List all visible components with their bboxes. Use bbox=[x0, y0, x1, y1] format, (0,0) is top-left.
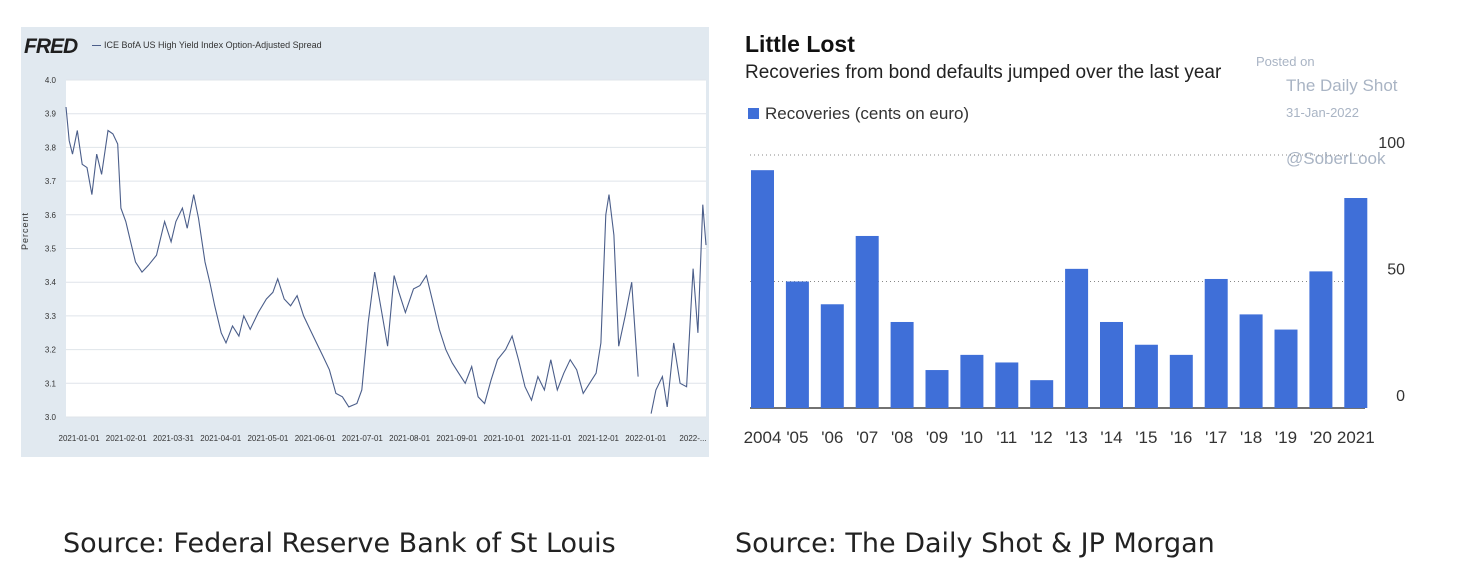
fred-x-tick-label: 2021-02-01 bbox=[106, 434, 147, 443]
bar-08 bbox=[890, 321, 914, 408]
bar-category-label: '11 bbox=[996, 428, 1017, 447]
watermark-site: The Daily Shot bbox=[1286, 76, 1398, 95]
bar-y-tick-label: 0 bbox=[1396, 388, 1405, 405]
bar-10 bbox=[960, 354, 984, 408]
fred-series-line bbox=[65, 106, 707, 414]
bar-19 bbox=[1274, 329, 1298, 408]
bar-16 bbox=[1169, 354, 1193, 408]
bar-y-tick-label: 50 bbox=[1387, 262, 1405, 279]
bar-2004 bbox=[751, 170, 774, 408]
bar-category-label: '09 bbox=[926, 428, 948, 447]
bar-09 bbox=[925, 370, 949, 408]
bar-y-tick-label: 100 bbox=[1378, 135, 1405, 152]
fred-x-tick-label: 2021-05-01 bbox=[247, 434, 288, 443]
fred-x-tick-label: 2022-... bbox=[679, 434, 706, 443]
recoveries-legend-swatch bbox=[748, 108, 759, 119]
little-lost-title: Little Lost bbox=[745, 31, 855, 57]
bar-11 bbox=[995, 362, 1019, 408]
source-daily-shot: Source: The Daily Shot & JP Morgan bbox=[735, 528, 1215, 559]
source-fred: Source: Federal Reserve Bank of St Louis bbox=[63, 528, 616, 559]
fred-line-chart: 3.0 3.1 3.2 3.3 3.4 3.5 3.6 3.7 3.8 3.9 4.0 2021-01… bbox=[45, 76, 707, 443]
fred-x-tick-label: 2022-01-01 bbox=[625, 434, 666, 443]
fred-y-tick-label: 3.7 bbox=[45, 177, 57, 186]
bar-category-label: '10 bbox=[961, 428, 983, 447]
bar-category-label: '15 bbox=[1135, 428, 1157, 447]
bar-13 bbox=[1065, 268, 1089, 408]
bar-category-label: '20 bbox=[1310, 428, 1332, 447]
bar-18 bbox=[1239, 314, 1263, 408]
bar-category-label: '17 bbox=[1205, 428, 1227, 447]
fred-legend-label: ICE BofA US High Yield Index Option-Adju… bbox=[104, 40, 322, 50]
fred-y-tick-label: 3.4 bbox=[45, 278, 57, 287]
fred-y-tick-label: 3.1 bbox=[45, 379, 57, 388]
little-lost-subtitle: Recoveries from bond defaults jumped ove… bbox=[745, 62, 1222, 83]
bar-category-label: '08 bbox=[891, 428, 913, 447]
bar-category-label: '07 bbox=[856, 428, 878, 447]
bar-2021 bbox=[1344, 198, 1368, 408]
watermark-handle: @SoberLook bbox=[1286, 149, 1386, 168]
fred-x-tick-label: 2021-10-01 bbox=[484, 434, 525, 443]
bar-category-label: '18 bbox=[1240, 428, 1262, 447]
bar-07 bbox=[855, 235, 879, 408]
bar-06 bbox=[820, 304, 844, 408]
bar-05 bbox=[785, 281, 809, 408]
bar-category-label: '19 bbox=[1275, 428, 1297, 447]
fred-legend: ICE BofA US High Yield Index Option-Adju… bbox=[92, 40, 322, 50]
fred-x-tick-label: 2021-06-01 bbox=[295, 434, 336, 443]
watermark-posted: Posted on bbox=[1256, 54, 1315, 69]
bar-12 bbox=[1030, 380, 1054, 408]
fred-legend-swatch bbox=[92, 45, 101, 47]
fred-logo: FRED bbox=[24, 35, 78, 58]
fred-x-tick-label: 2021-01-01 bbox=[59, 434, 100, 443]
fred-x-tick-label: 2021-12-01 bbox=[578, 434, 619, 443]
recoveries-legend: Recoveries (cents on euro) bbox=[748, 104, 969, 124]
bar-14 bbox=[1100, 321, 1123, 408]
fred-y-tick-label: 3.0 bbox=[45, 413, 57, 422]
bar-category-label: 2021 bbox=[1337, 428, 1375, 447]
bar-category-label: '16 bbox=[1170, 428, 1192, 447]
fred-y-tick-label: 3.6 bbox=[45, 211, 57, 220]
bar-category-label: '05 bbox=[786, 428, 808, 447]
bar-category-label: '14 bbox=[1100, 428, 1122, 447]
fred-y-tick-label: 3.5 bbox=[45, 245, 57, 254]
recoveries-bar-chart: 0 50 100 2004'05 '06 '07 '08 '09 '10 '11 '12 '13 '14… bbox=[744, 135, 1406, 447]
bar-20 bbox=[1309, 271, 1333, 408]
fred-x-tick-label: 2021-11-01 bbox=[531, 434, 572, 443]
fred-y-tick-label: 4.0 bbox=[45, 76, 57, 85]
bar-category-label: '06 bbox=[821, 428, 843, 447]
bar-category-label: '13 bbox=[1066, 428, 1088, 447]
bar-category-label: '12 bbox=[1031, 428, 1053, 447]
watermark-date: 31-Jan-2022 bbox=[1286, 105, 1359, 120]
fred-y-tick-label: 3.8 bbox=[45, 143, 57, 152]
fred-y-tick-label: 3.3 bbox=[45, 312, 57, 321]
fred-x-tick-label: 2021-09-01 bbox=[436, 434, 477, 443]
fred-x-tick-label: 2021-08-01 bbox=[389, 434, 430, 443]
fred-x-tick-label: 2021-07-01 bbox=[342, 434, 383, 443]
fred-y-tick-label: 3.2 bbox=[45, 346, 57, 355]
bar-17 bbox=[1204, 278, 1228, 408]
bar-15 bbox=[1134, 344, 1158, 408]
fred-y-tick-label: 3.9 bbox=[45, 110, 57, 119]
fred-x-tick-label: 2021-03-31 bbox=[153, 434, 194, 443]
bar-category-label: 2004 bbox=[744, 428, 782, 447]
fred-x-tick-label: 2021-04-01 bbox=[200, 434, 241, 443]
recoveries-legend-label: Recoveries (cents on euro) bbox=[765, 104, 970, 123]
